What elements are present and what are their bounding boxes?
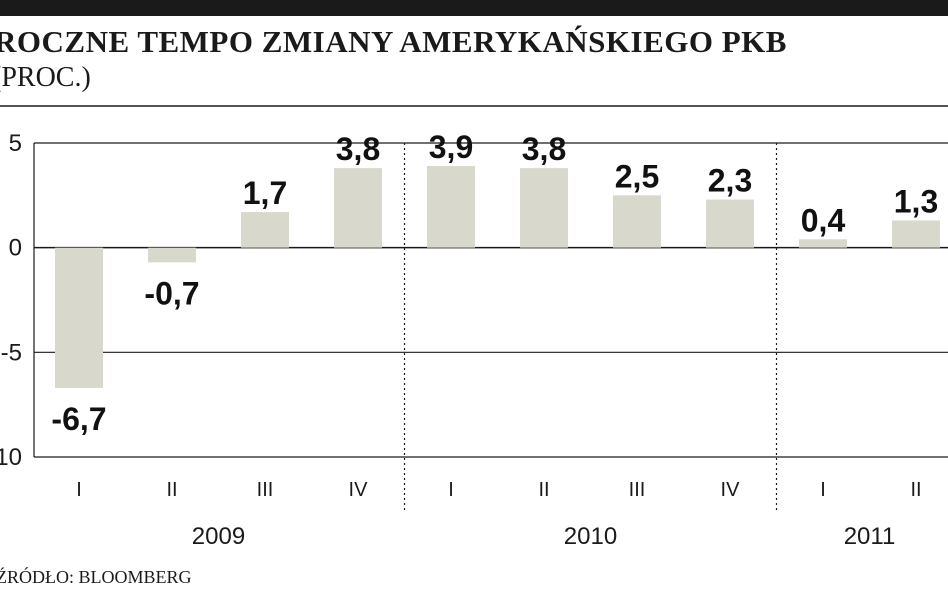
quarter-label: IV — [721, 479, 741, 501]
bar — [613, 195, 661, 248]
data-label: 3,8 — [522, 131, 566, 167]
quarter-label: IV — [349, 479, 369, 501]
bar — [241, 212, 289, 248]
year-label: 2011 — [844, 523, 896, 550]
y-tick-label: 5 — [9, 130, 22, 157]
bar — [706, 199, 754, 248]
bar — [427, 166, 475, 248]
bar — [55, 247, 103, 388]
year-label: 2010 — [564, 523, 617, 550]
year-label: 2009 — [192, 523, 245, 550]
data-label: 1,3 — [894, 183, 938, 219]
bar — [520, 168, 568, 248]
source-note: ŹRÓDŁO: BLOOMBERG — [0, 567, 192, 587]
bar — [799, 239, 847, 248]
y-tick-label: -5 — [1, 339, 22, 366]
quarter-label: III — [629, 479, 646, 501]
data-label: -0,7 — [144, 275, 199, 311]
quarter-label: I — [76, 479, 82, 501]
data-label: 3,8 — [336, 131, 380, 167]
quarter-label: II — [910, 479, 921, 501]
data-label: 2,5 — [615, 158, 659, 194]
quarter-label: I — [820, 479, 826, 501]
bar — [892, 220, 940, 248]
chart-subtitle: (PROC.) — [0, 62, 91, 93]
data-label: 3,9 — [429, 129, 473, 165]
quarter-label: III — [257, 479, 274, 501]
bar — [148, 247, 196, 263]
quarter-label: I — [448, 479, 454, 501]
chart-title: ROCZNE TEMPO ZMIANY AMERYKAŃSKIEGO PKB — [0, 24, 787, 59]
data-label: 0,4 — [801, 202, 846, 238]
top-bar — [0, 0, 948, 16]
data-label: -6,7 — [51, 401, 106, 437]
y-tick-label: -10 — [0, 444, 22, 471]
y-tick-label: 0 — [9, 235, 22, 262]
data-label: 2,3 — [708, 163, 752, 199]
quarter-label: II — [538, 479, 549, 501]
quarter-label: II — [166, 479, 177, 501]
bar — [334, 168, 382, 248]
data-label: 1,7 — [243, 175, 287, 211]
